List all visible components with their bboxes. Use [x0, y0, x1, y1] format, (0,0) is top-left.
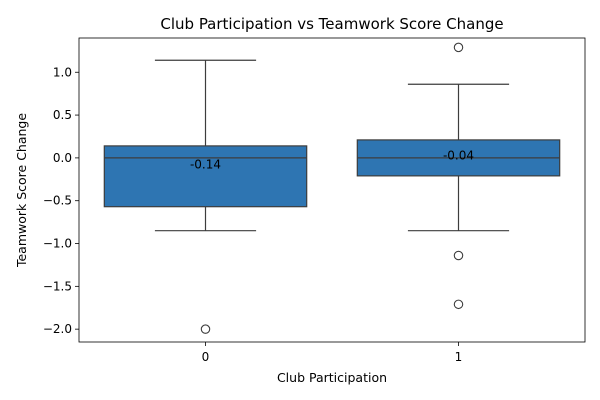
y-tick-label: −0.5 [43, 194, 72, 208]
y-axis: 1.0 0.5 0.0 −0.5 −1.0 −1.5 −2.0 [43, 65, 79, 336]
plot-frame [78, 37, 586, 343]
x-tick-label: 1 [455, 350, 463, 364]
mean-data-label: -0.14 [190, 158, 221, 172]
x-axis-label: Club Participation [277, 370, 387, 385]
outlier-point [453, 42, 464, 53]
y-axis-label: Teamwork Score Change [14, 113, 29, 268]
mean-data-label: -0.04 [443, 148, 474, 162]
outlier-point [453, 299, 464, 310]
x-tick-label: 0 [202, 350, 210, 364]
y-tick-label: 0.0 [53, 151, 72, 165]
outlier-point [200, 324, 211, 334]
y-tick-label: −2.0 [43, 322, 72, 336]
chart-title: Club Participation vs Teamwork Score Cha… [160, 15, 503, 33]
y-tick-label: −1.5 [43, 279, 72, 293]
box-group-0: -0.14 [103, 59, 308, 334]
iqr-box [103, 145, 308, 208]
y-tick-label: 0.5 [53, 108, 72, 122]
outlier-point [453, 250, 464, 261]
plot-area: -0.14 -0.04 [103, 42, 561, 334]
box-group-1: -0.04 [356, 42, 561, 310]
y-tick-label: −1.0 [43, 237, 72, 251]
y-tick-label: 1.0 [53, 65, 72, 79]
